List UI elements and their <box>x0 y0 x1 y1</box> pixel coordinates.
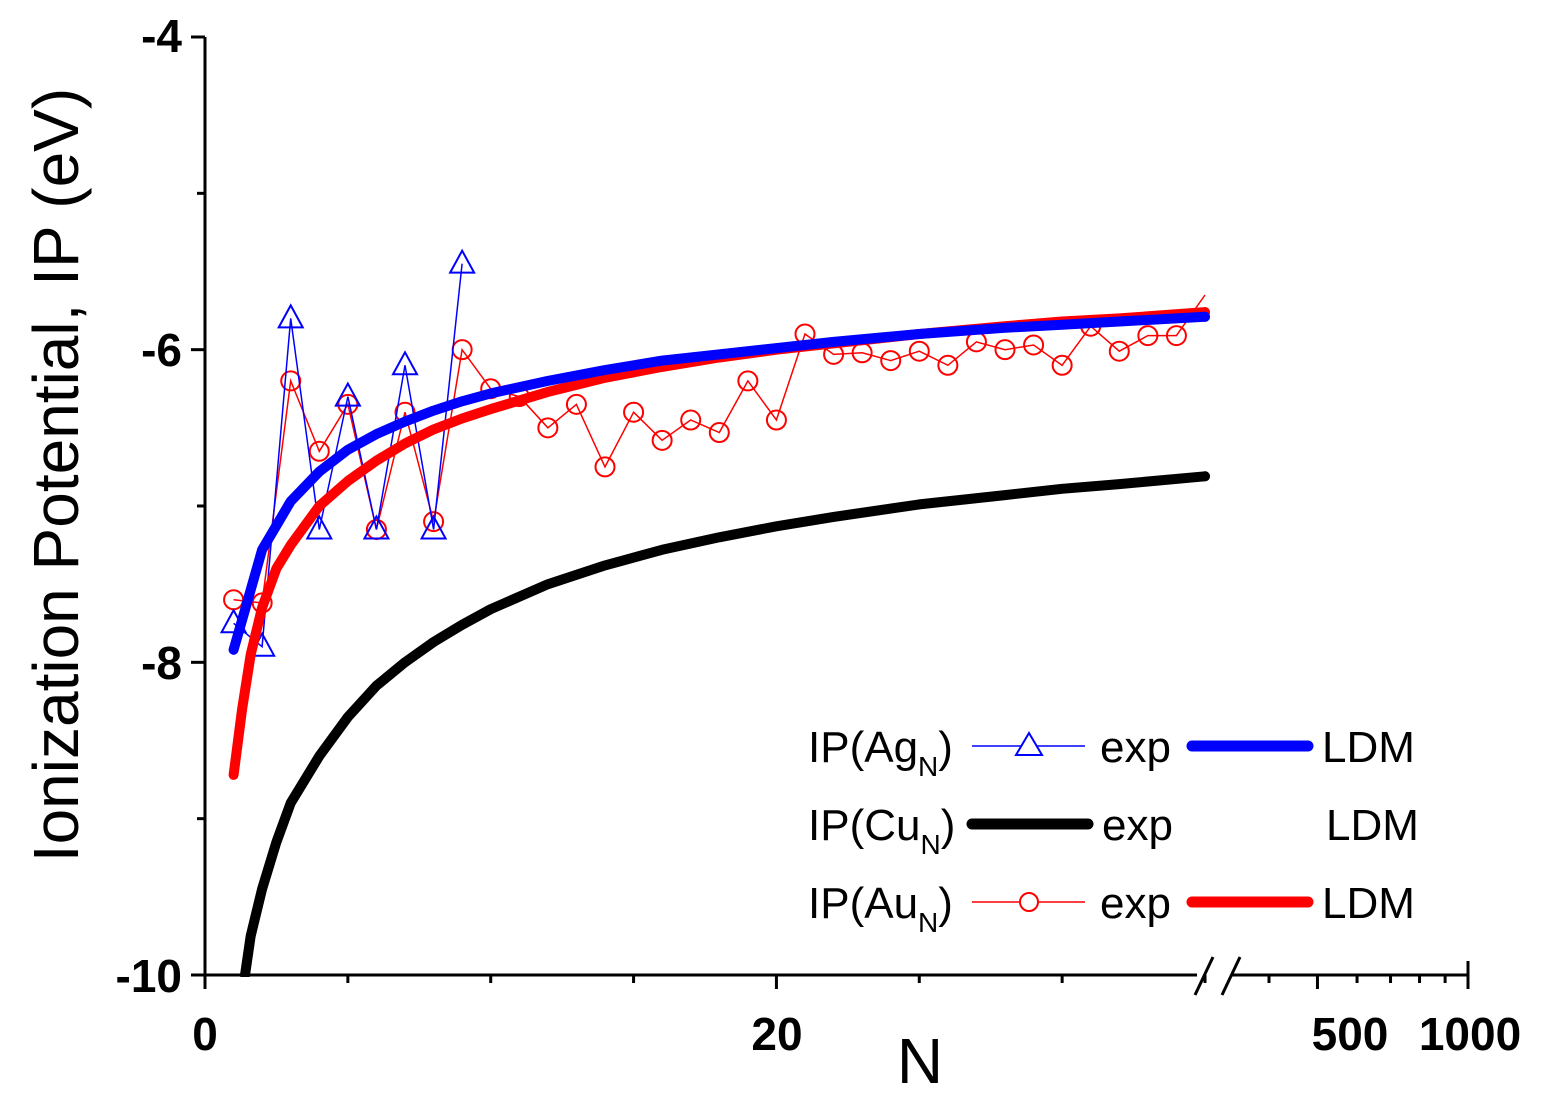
data-point-au <box>337 393 359 415</box>
y-axis-title: Ionization Potential, IP (eV) <box>20 88 92 862</box>
legend-exp-label: exp <box>1100 723 1171 772</box>
data-point-au <box>994 339 1016 361</box>
series-layer <box>219 248 1210 977</box>
y-tick-label: -4 <box>141 10 182 62</box>
data-point-ag <box>448 248 476 274</box>
axis-ticks <box>191 35 1470 989</box>
data-point-au <box>623 401 645 423</box>
data-point-au <box>1165 325 1187 347</box>
legend-row-au: IP(AuN) exp LDM <box>808 879 1415 938</box>
axis-break-mark <box>1220 956 1242 996</box>
data-point-au <box>423 511 445 533</box>
legend-au-exp-marker <box>1019 892 1039 912</box>
data-point-au <box>1023 334 1045 356</box>
data-point-au <box>594 456 616 478</box>
data-point-ag <box>305 514 333 540</box>
x-tick-label: 0 <box>192 1008 218 1060</box>
data-point-au <box>308 440 330 462</box>
data-point-ag <box>391 350 419 376</box>
data-point-au <box>908 340 930 362</box>
data-point-au <box>537 417 559 439</box>
data-point-au <box>651 429 673 451</box>
y-tick-label: -10 <box>116 950 182 1002</box>
series-ip-cu-n-exp <box>240 471 1210 977</box>
data-point-au <box>1137 325 1159 347</box>
legend-ag-exp-marker <box>1014 731 1044 756</box>
data-point-ag <box>419 514 448 540</box>
series-line-ip-cu-n-exp <box>240 471 1210 977</box>
y-tick-label: -6 <box>141 324 182 376</box>
series-line-ip-au-n-exp <box>233 294 1206 604</box>
data-point-au <box>708 422 730 444</box>
data-point-ag <box>277 303 305 329</box>
legend-label-cu: IP(CuN) <box>808 801 955 860</box>
data-point-au <box>1051 354 1073 376</box>
legend-row-ag: IP(AgN) exp LDM <box>808 723 1415 782</box>
data-point-au <box>937 354 959 376</box>
y-tick-labels: -4 -6 -8 -10 <box>116 10 183 1002</box>
data-point-au <box>765 409 787 431</box>
legend-label-ag: IP(AgN) <box>808 723 953 782</box>
data-point-ag <box>334 381 362 407</box>
data-point-au <box>851 342 873 364</box>
legend-exp-label: exp <box>1100 879 1171 928</box>
series-ip-au-n-exp <box>223 294 1206 614</box>
data-point-au <box>223 589 245 611</box>
x-tick-label: 1000 <box>1419 1008 1521 1060</box>
x-tick-labels: 0 20 500 1000 <box>192 1008 1521 1060</box>
data-point-au <box>451 339 473 361</box>
series-line-ip-au-n-ldm <box>228 307 1210 780</box>
data-point-au <box>737 370 759 392</box>
legend-exp-label: exp <box>1102 801 1173 850</box>
data-point-ag <box>362 514 391 540</box>
data-point-au <box>680 409 702 431</box>
x-tick-label: 20 <box>751 1008 802 1060</box>
series-ip-ag-n-ldm <box>228 311 1210 655</box>
data-point-au <box>565 393 587 415</box>
x-tick-label: 500 <box>1312 1008 1389 1060</box>
legend-ldm-label: LDM <box>1322 723 1415 772</box>
legend-row-cu: IP(CuN) exp LDM <box>808 801 1419 860</box>
data-point-au <box>880 350 902 372</box>
y-tick-label: -8 <box>141 637 182 689</box>
series-line-ip-ag-n-ldm <box>228 311 1210 655</box>
legend-ldm-label: LDM <box>1326 801 1419 850</box>
legend: IP(AgN) exp LDM IP(CuN) exp LDM IP(AuN) … <box>808 723 1419 938</box>
series-ip-au-n-ldm <box>228 307 1210 780</box>
legend-ldm-label: LDM <box>1322 879 1415 928</box>
data-point-au <box>1108 340 1130 362</box>
data-point-au <box>280 370 302 392</box>
x-axis-title: N <box>897 1025 943 1093</box>
legend-label-au: IP(AuN) <box>808 879 953 938</box>
